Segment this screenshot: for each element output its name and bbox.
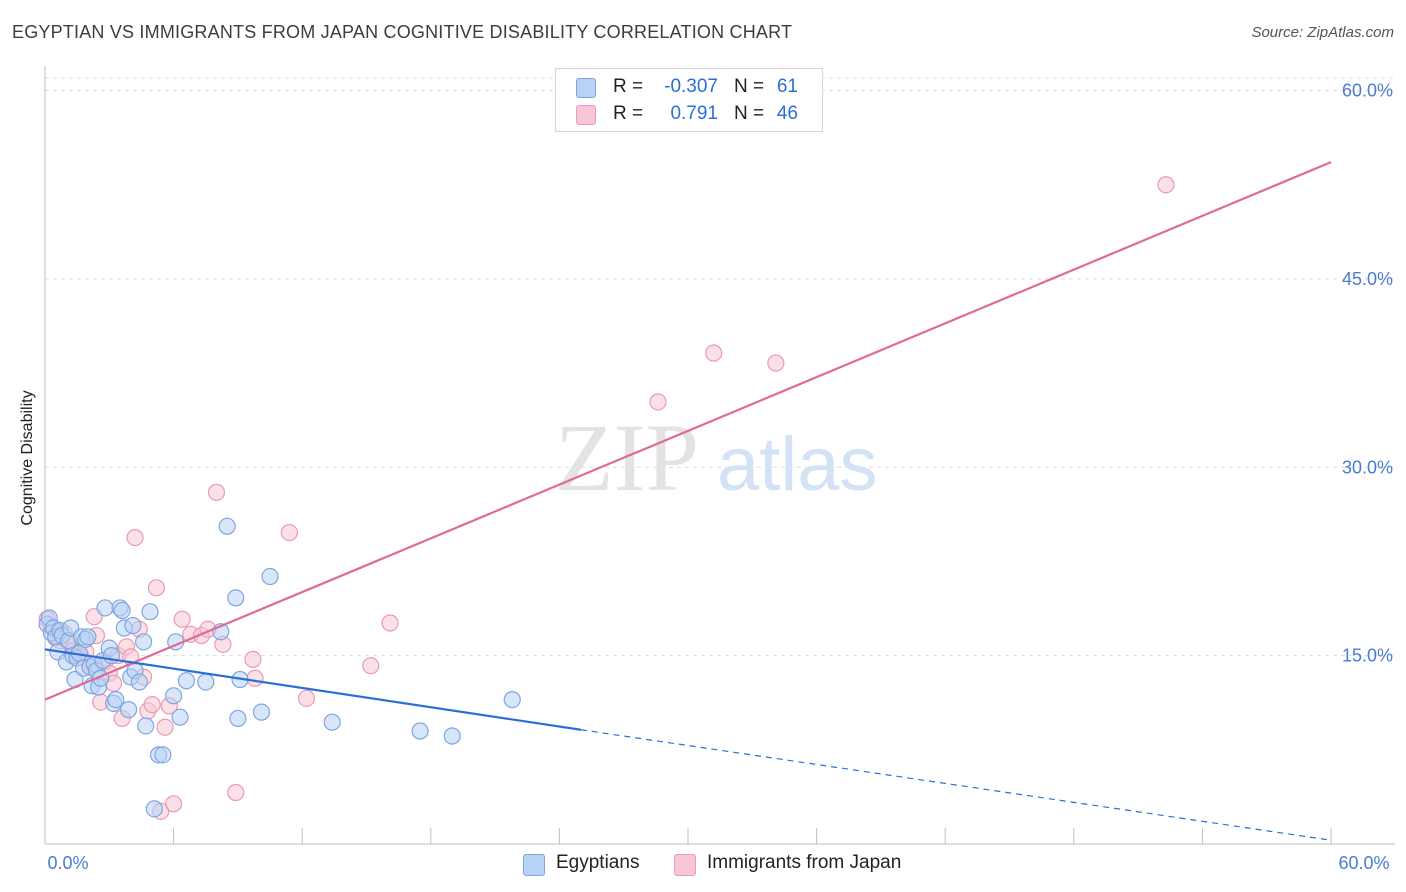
legend-r-label: R = [613, 103, 644, 124]
legend-label-egyptians: Egyptians [556, 852, 640, 873]
y-tick-label: 45.0% [1342, 269, 1393, 289]
trend-line-egyptians [44, 648, 581, 731]
point-egyptians [137, 717, 155, 735]
trend-lines [44, 161, 1332, 841]
point-japan [227, 783, 245, 802]
series-egyptians-points [38, 517, 521, 818]
point-egyptians [323, 713, 341, 731]
point-japan [173, 610, 191, 628]
gridlines [45, 77, 1395, 657]
axes [44, 66, 1395, 845]
point-egyptians [252, 703, 271, 721]
point-egyptians [96, 599, 114, 617]
point-egyptians [165, 687, 183, 705]
point-japan [207, 483, 226, 501]
legend-n-label: N = [734, 76, 765, 97]
point-japan [767, 354, 785, 372]
legend-swatch-pink [674, 854, 696, 876]
legend-r-value: 0.791 [670, 103, 718, 124]
legend-label-japan: Immigrants from Japan [707, 852, 902, 873]
legend-swatch-blue [576, 78, 596, 98]
point-egyptians [113, 601, 131, 620]
point-japan [244, 650, 262, 669]
point-japan [649, 393, 667, 411]
point-egyptians [229, 709, 247, 728]
watermark-atlas: atlas [717, 422, 878, 507]
point-egyptians [443, 727, 461, 745]
series-legend: Egyptians Immigrants from Japan [0, 852, 1406, 878]
point-japan [280, 523, 298, 542]
legend-n-label: N = [734, 103, 765, 124]
trend-line-egyptians-extension [580, 729, 1332, 841]
point-egyptians [197, 673, 215, 691]
point-egyptians [124, 616, 142, 635]
point-egyptians [218, 517, 236, 535]
x-tick-label: 60.0% [1338, 853, 1389, 873]
y-tick-label: 60.0% [1342, 81, 1393, 101]
point-egyptians [79, 628, 97, 646]
point-japan [705, 344, 723, 362]
point-egyptians [227, 589, 245, 607]
point-egyptians [141, 603, 159, 621]
legend-n-value: 61 [776, 76, 798, 97]
y-tick-label: 15.0% [1342, 646, 1393, 666]
legend-n-value: 46 [776, 103, 798, 124]
legend-swatch-pink [576, 105, 596, 125]
point-japan [165, 795, 183, 813]
point-egyptians [107, 690, 125, 709]
point-egyptians [154, 746, 172, 764]
point-egyptians [411, 722, 429, 740]
point-japan [126, 528, 144, 547]
point-japan [143, 696, 161, 714]
point-egyptians [177, 672, 196, 690]
point-japan [147, 579, 166, 597]
y-tick-label: 30.0% [1342, 457, 1393, 477]
stats-legend: R = -0.307 N = 61 R = 0.791 N = 46 [555, 68, 823, 132]
point-japan [297, 689, 316, 707]
x-tick-label: 0.0% [47, 853, 88, 873]
point-egyptians [119, 701, 138, 719]
point-japan [156, 718, 174, 736]
point-japan [381, 614, 399, 632]
tick-labels: 15.0% 30.0% 45.0% 60.0% 0.0% 60.0% [47, 81, 1393, 873]
legend-r-label: R = [613, 76, 644, 97]
point-egyptians [145, 800, 163, 818]
legend-swatch-blue [523, 854, 545, 876]
point-japan [246, 669, 264, 687]
point-japan [1157, 176, 1175, 194]
point-egyptians [171, 708, 189, 726]
legend-row-egyptians: R = -0.307 N = 61 [556, 74, 822, 100]
point-egyptians [503, 690, 521, 709]
source-label: Source: ZipAtlas.com [1251, 24, 1394, 41]
point-egyptians [130, 673, 148, 691]
point-egyptians [261, 567, 279, 586]
trend-line-japan [44, 161, 1332, 701]
point-japan [362, 657, 380, 675]
chart-title: EGYPTIAN VS IMMIGRANTS FROM JAPAN COGNIT… [12, 22, 793, 42]
legend-row-japan: R = 0.791 N = 46 [556, 101, 822, 127]
legend-r-value: -0.307 [664, 76, 718, 97]
point-egyptians [134, 633, 153, 651]
